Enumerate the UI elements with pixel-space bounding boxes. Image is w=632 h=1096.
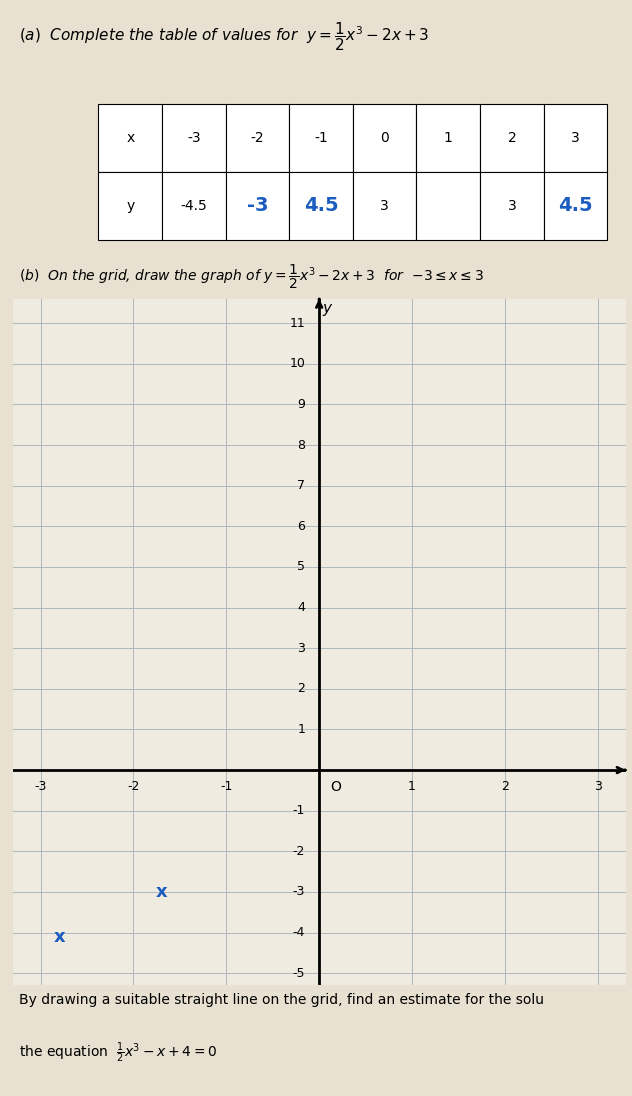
Bar [289,103,353,172]
Text: x: x [155,883,167,901]
Bar [226,172,289,240]
Text: 3: 3 [571,130,580,145]
Bar [480,172,544,240]
Text: -1: -1 [314,130,328,145]
Text: 9: 9 [297,398,305,411]
Bar [480,103,544,172]
Text: O: O [331,780,341,795]
Bar [162,172,226,240]
Text: 2: 2 [297,683,305,695]
Text: 1: 1 [444,130,453,145]
Bar [99,172,162,240]
Text: 4.5: 4.5 [558,196,593,215]
Text: By drawing a suitable straight line on the grid, find an estimate for the solu: By drawing a suitable straight line on t… [19,993,544,1007]
Bar [353,172,416,240]
Text: 0: 0 [380,130,389,145]
Text: -3: -3 [187,130,201,145]
Text: -4.5: -4.5 [181,198,207,213]
Text: 4: 4 [297,601,305,614]
Text: x: x [53,927,65,946]
Bar [544,172,607,240]
Text: 4.5: 4.5 [304,196,338,215]
Text: -5: -5 [293,967,305,980]
Text: 7: 7 [297,479,305,492]
Bar [99,103,162,172]
Bar [544,103,607,172]
Bar [416,103,480,172]
Text: 6: 6 [297,520,305,533]
Text: 2: 2 [501,780,509,794]
Text: $(b)$  On the grid, draw the graph of $y = \dfrac{1}{2}x^3 - 2x + 3$  for  $-3 \: $(b)$ On the grid, draw the graph of $y … [19,263,483,290]
Bar [226,103,289,172]
Text: 1: 1 [408,780,416,794]
Text: -2: -2 [251,130,264,145]
Text: 10: 10 [289,357,305,370]
Text: -3: -3 [293,886,305,899]
Bar [289,172,353,240]
Bar [162,103,226,172]
Text: y: y [126,198,135,213]
Text: -1: -1 [220,780,233,794]
Text: 11: 11 [289,317,305,330]
Text: $(a)$  Complete the table of values for  $y = \dfrac{1}{2}x^3 - 2x + 3$: $(a)$ Complete the table of values for $… [19,21,429,54]
Text: the equation  $\frac{1}{2}x^3 - x + 4 = 0$: the equation $\frac{1}{2}x^3 - x + 4 = 0… [19,1040,217,1064]
Text: -2: -2 [127,780,140,794]
Text: 2: 2 [507,130,516,145]
Text: 3: 3 [594,780,602,794]
Bar [353,103,416,172]
Text: -4: -4 [293,926,305,939]
Text: -2: -2 [293,845,305,858]
Bar [416,172,480,240]
Text: -3: -3 [246,196,268,215]
Text: 8: 8 [297,438,305,452]
Text: 5: 5 [297,560,305,573]
Text: 3: 3 [297,642,305,654]
Text: -3: -3 [34,780,47,794]
Text: 3: 3 [380,198,389,213]
Text: 1: 1 [297,723,305,735]
Text: -1: -1 [293,804,305,818]
Text: x: x [126,130,135,145]
Text: y: y [322,301,331,316]
Text: 3: 3 [507,198,516,213]
